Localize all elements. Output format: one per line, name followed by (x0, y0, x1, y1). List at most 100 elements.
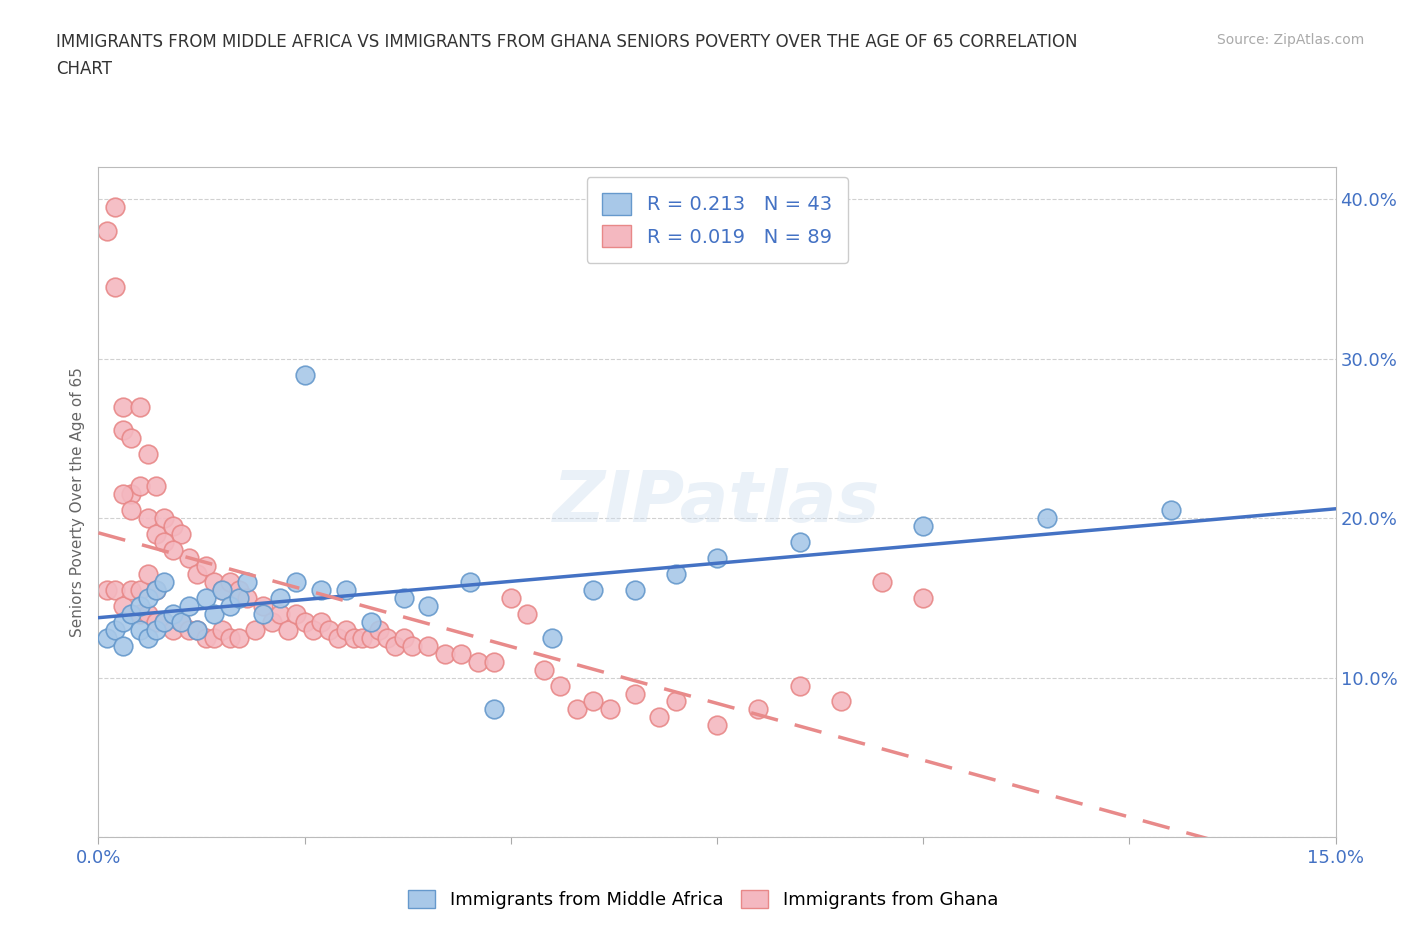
Point (128, 622, 150, 637)
Point (294, 615, 316, 630)
Point (128, 479, 150, 494)
Point (128, 399, 150, 414)
Point (870, 575, 893, 590)
Point (789, 535, 811, 550)
Point (120, 606, 142, 621)
Point (582, 694, 605, 709)
Text: Source: ZipAtlas.com: Source: ZipAtlas.com (1216, 33, 1364, 46)
Point (433, 646, 456, 661)
Point (467, 654, 489, 669)
Point (375, 631, 398, 645)
Point (153, 511, 176, 525)
Point (252, 598, 274, 613)
Point (120, 503, 142, 518)
Point (153, 615, 176, 630)
Point (194, 631, 217, 645)
Point (112, 399, 135, 414)
Point (194, 591, 217, 605)
Point (260, 615, 283, 630)
Point (665, 694, 688, 709)
Point (104, 200, 127, 215)
Point (219, 598, 242, 613)
Point (202, 631, 225, 645)
Point (533, 662, 555, 677)
Point (128, 606, 150, 621)
Point (384, 638, 406, 653)
Point (170, 526, 193, 541)
Point (302, 622, 325, 637)
Point (162, 542, 184, 557)
Point (202, 575, 225, 590)
Point (326, 631, 349, 645)
Legend: R = 0.213   N = 43, R = 0.019   N = 89: R = 0.213 N = 43, R = 0.019 N = 89 (586, 177, 848, 263)
Point (96, 224, 118, 239)
Point (458, 575, 481, 590)
Point (236, 591, 259, 605)
Point (104, 280, 127, 295)
Point (136, 631, 159, 645)
Point (153, 575, 176, 590)
Y-axis label: Seniors Poverty Over the Age of 65: Seniors Poverty Over the Age of 65 (69, 367, 84, 637)
Point (145, 479, 167, 494)
Point (623, 686, 645, 701)
Point (912, 591, 935, 605)
Point (211, 582, 233, 597)
Point (392, 591, 415, 605)
Point (170, 615, 193, 630)
Point (136, 606, 159, 621)
Point (285, 575, 308, 590)
Point (194, 559, 217, 574)
Point (104, 582, 127, 597)
Point (401, 638, 423, 653)
Point (120, 431, 142, 445)
Point (179, 551, 201, 565)
Point (236, 575, 259, 590)
Point (418, 598, 440, 613)
Point (541, 631, 564, 645)
Point (360, 631, 382, 645)
Point (136, 511, 159, 525)
Text: ZIPatlas: ZIPatlas (554, 468, 880, 537)
Point (179, 598, 201, 613)
Legend: Immigrants from Middle Africa, Immigrants from Ghana: Immigrants from Middle Africa, Immigrant… (401, 883, 1005, 916)
Point (136, 447, 159, 462)
Point (162, 519, 184, 534)
Point (145, 526, 167, 541)
Point (550, 678, 572, 693)
Point (112, 598, 135, 613)
Point (112, 615, 135, 630)
Point (228, 582, 250, 597)
Point (186, 622, 208, 637)
Point (360, 615, 382, 630)
Point (309, 582, 332, 597)
Point (162, 606, 184, 621)
Point (96, 631, 118, 645)
Point (228, 591, 250, 605)
Point (912, 519, 935, 534)
Point (120, 486, 142, 501)
Point (392, 631, 415, 645)
Point (112, 423, 135, 438)
Point (565, 702, 588, 717)
Point (202, 606, 225, 621)
Point (648, 710, 671, 724)
Point (145, 582, 167, 597)
Point (269, 591, 291, 605)
Point (484, 654, 506, 669)
Point (516, 606, 538, 621)
Point (211, 582, 233, 597)
Point (830, 694, 852, 709)
Point (170, 615, 193, 630)
Point (153, 535, 176, 550)
Point (367, 622, 389, 637)
Point (128, 598, 150, 613)
Point (136, 566, 159, 581)
Point (450, 646, 472, 661)
Point (145, 582, 167, 597)
Point (335, 622, 357, 637)
Point (104, 622, 127, 637)
Point (309, 615, 332, 630)
Point (318, 622, 340, 637)
Point (243, 622, 266, 637)
Text: IMMIGRANTS FROM MIDDLE AFRICA VS IMMIGRANTS FROM GHANA SENIORS POVERTY OVER THE : IMMIGRANTS FROM MIDDLE AFRICA VS IMMIGRA… (56, 33, 1078, 50)
